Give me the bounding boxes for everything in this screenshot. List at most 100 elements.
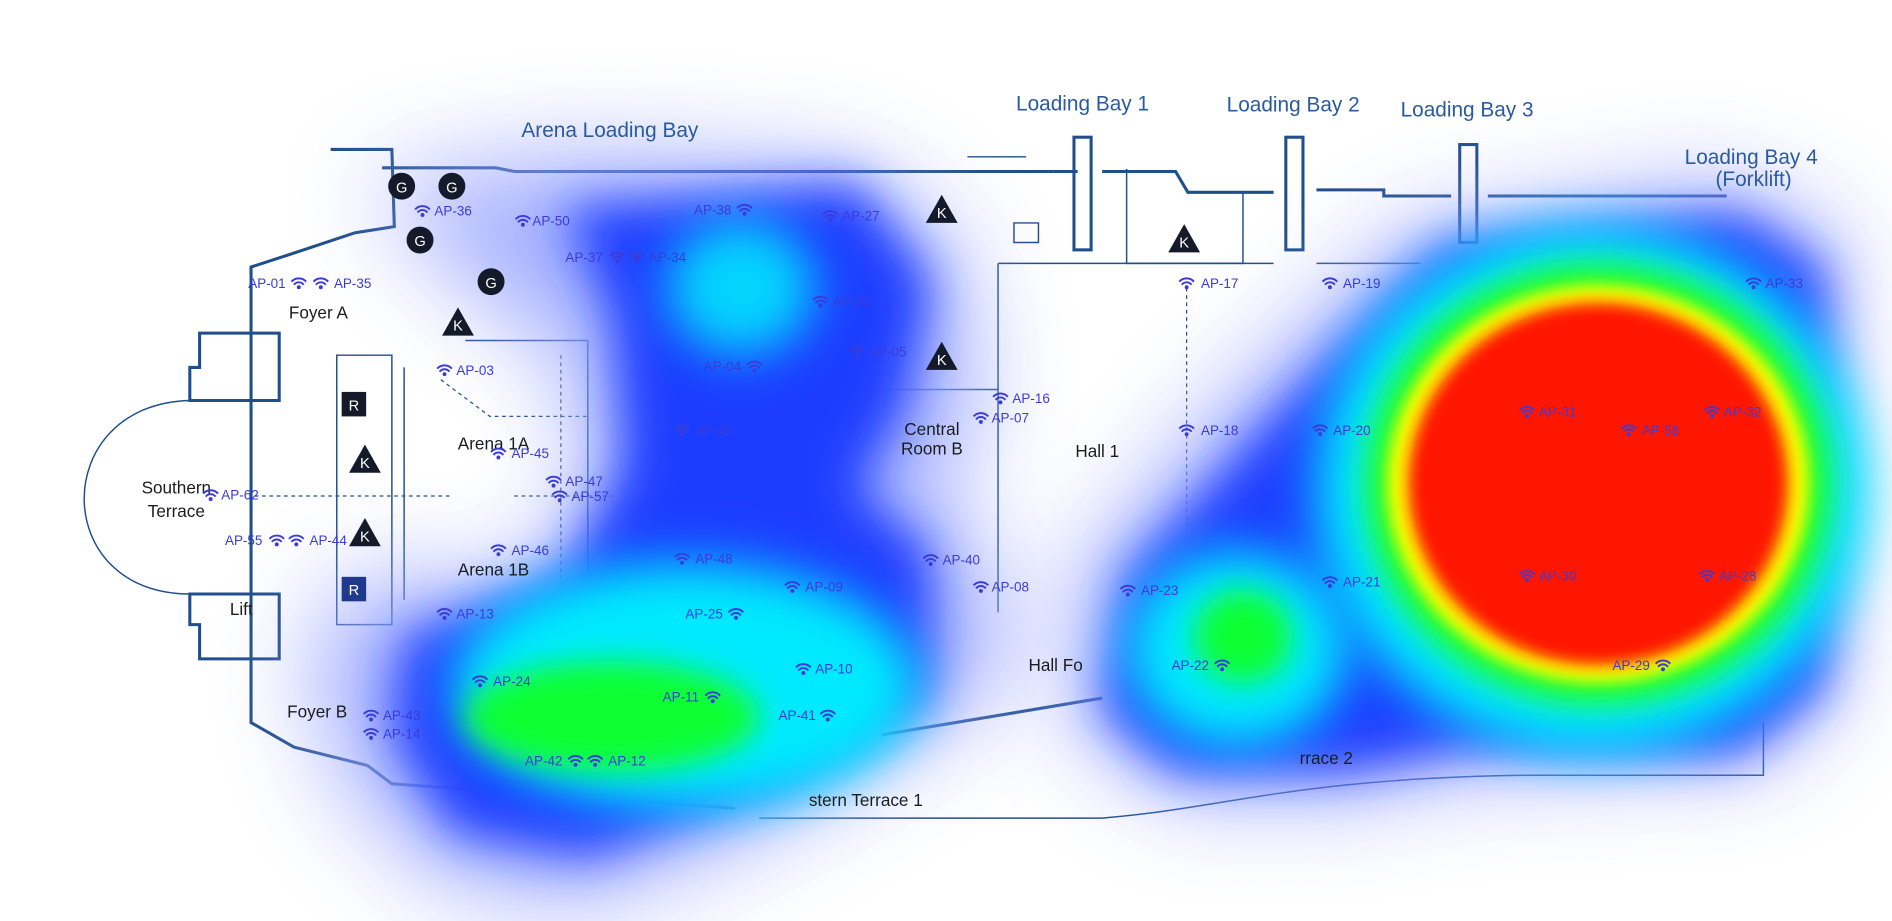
access-point-label: AP-37 bbox=[565, 250, 602, 265]
floor-plan-walls bbox=[83, 135, 1765, 819]
access-point-label: AP-58 bbox=[1642, 423, 1679, 438]
wifi-icon bbox=[972, 412, 990, 425]
marker-label: R bbox=[349, 398, 360, 414]
area-label: Terrace bbox=[148, 501, 205, 521]
marker-label: K bbox=[453, 319, 463, 335]
access-point-label: AP-11 bbox=[663, 690, 699, 705]
marker-triangle bbox=[925, 194, 958, 223]
access-point-label: AP-28 bbox=[1719, 569, 1756, 584]
area-label: Lift bbox=[230, 599, 253, 619]
marker-label: R bbox=[349, 583, 360, 599]
marker-label: K bbox=[360, 456, 370, 472]
access-point-label: AP-20 bbox=[1333, 423, 1370, 438]
marker-label: G bbox=[414, 234, 425, 250]
marker-label: K bbox=[1179, 235, 1189, 251]
access-point-label: AP-33 bbox=[1766, 276, 1803, 291]
marker-square bbox=[341, 576, 367, 602]
access-point-label: AP-32 bbox=[1724, 404, 1761, 419]
access-point-label: AP-50 bbox=[532, 213, 569, 228]
area-label: Loading Bay 3 bbox=[1401, 98, 1534, 121]
wifi-icon bbox=[1178, 277, 1195, 291]
area-label: Southern bbox=[142, 478, 212, 498]
marker-triangle bbox=[1168, 224, 1201, 253]
access-point-label: AP-27 bbox=[842, 208, 879, 223]
area-label: stern Terrace 1 bbox=[809, 790, 923, 810]
access-point-label: AP-03 bbox=[456, 363, 493, 378]
wifi-icon bbox=[288, 534, 305, 548]
marker-circle bbox=[438, 172, 466, 200]
access-point-label: AP-05 bbox=[869, 344, 906, 359]
access-point-label: AP-10 bbox=[815, 662, 852, 677]
marker-label: G bbox=[446, 180, 457, 196]
access-point-label: AP-55 bbox=[225, 533, 262, 548]
area-label: (Forklift) bbox=[1715, 168, 1791, 191]
wifi-icon bbox=[545, 475, 562, 489]
area-label: Loading Bay 2 bbox=[1227, 93, 1360, 116]
access-point-label: AP-31 bbox=[1539, 404, 1576, 419]
wifi-icon bbox=[436, 364, 453, 378]
access-point-label: AP-29 bbox=[1612, 658, 1649, 673]
wifi-icon bbox=[290, 277, 308, 291]
access-point-label: AP-24 bbox=[493, 674, 531, 689]
access-point-label: AP-19 bbox=[1343, 276, 1380, 291]
access-point-label: AP-14 bbox=[383, 726, 421, 741]
access-point-label: AP-34 bbox=[649, 250, 687, 265]
access-point-label: AP-41 bbox=[778, 708, 815, 723]
access-point-label: AP-45 bbox=[512, 446, 549, 461]
wifi-icon bbox=[551, 490, 568, 504]
access-point-label: AP-36 bbox=[434, 204, 471, 219]
access-point-label: AP-23 bbox=[1141, 583, 1178, 598]
area-label: Hall Fo bbox=[1028, 655, 1082, 675]
access-point-label: AP-48 bbox=[695, 551, 732, 566]
area-label: Foyer A bbox=[289, 302, 349, 322]
heatmap bbox=[306, 153, 1868, 907]
access-point-label: AP-08 bbox=[992, 580, 1029, 595]
area-label: Central bbox=[904, 419, 959, 439]
marker-circle bbox=[406, 226, 434, 254]
wifi-icon bbox=[312, 277, 330, 291]
access-point-label: AP-21 bbox=[1343, 575, 1380, 590]
area-label: Arena 1B bbox=[458, 560, 529, 580]
area-label: Foyer B bbox=[287, 702, 347, 722]
access-point-label: AP-43 bbox=[383, 708, 420, 723]
access-point-label: AP-13 bbox=[456, 606, 493, 621]
wifi-icon bbox=[268, 534, 286, 548]
access-point-label: AP-62 bbox=[221, 488, 258, 503]
wifi-icon bbox=[1321, 277, 1339, 291]
access-point-label: AP-07 bbox=[992, 411, 1029, 426]
access-point-label: AP-12 bbox=[608, 753, 645, 768]
access-point-label: AP-38 bbox=[694, 202, 731, 217]
labels: Arena Loading Bay Loading Bay 1 Loading Ba… bbox=[142, 92, 1818, 810]
access-point-label: AP-40 bbox=[943, 553, 980, 568]
access-point-label: AP-30 bbox=[1539, 569, 1576, 584]
access-point-label: AP-35 bbox=[334, 276, 371, 291]
area-label: Hall 1 bbox=[1075, 441, 1119, 461]
marker-triangle bbox=[349, 518, 381, 547]
area-label: Room B bbox=[901, 438, 963, 458]
access-point-label: AP-46 bbox=[512, 543, 549, 558]
marker-square bbox=[341, 391, 367, 417]
access-point-label: AP-16 bbox=[1012, 391, 1049, 406]
wifi-icon bbox=[992, 392, 1009, 406]
marker-circle bbox=[388, 172, 416, 200]
access-point-label: AP-17 bbox=[1201, 276, 1238, 291]
marker-triangle bbox=[925, 341, 958, 370]
marker-circle bbox=[477, 268, 505, 296]
area-label: Loading Bay 1 bbox=[1016, 92, 1149, 115]
access-point-label: AP-01 bbox=[248, 276, 285, 291]
marker-label: G bbox=[396, 180, 407, 196]
area-label: Arena Loading Bay bbox=[521, 119, 699, 142]
wifi-icon bbox=[490, 544, 507, 558]
access-point-label: AP-22 bbox=[1172, 658, 1209, 673]
access-point-label: AP-39 bbox=[832, 294, 869, 309]
access-point-label: AP-09 bbox=[805, 580, 842, 595]
marker-label: K bbox=[937, 353, 947, 369]
area-label: Loading Bay 4 bbox=[1685, 146, 1818, 169]
marker-triangle bbox=[349, 444, 381, 473]
area-label: rrace 2 bbox=[1300, 748, 1353, 768]
access-point-label: AP-04 bbox=[704, 359, 742, 374]
access-point-label: AP-44 bbox=[309, 533, 347, 548]
marker-label: G bbox=[485, 276, 496, 292]
